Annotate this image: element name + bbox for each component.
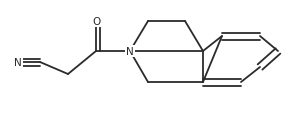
- Text: N: N: [14, 58, 22, 67]
- Text: O: O: [92, 17, 100, 27]
- Text: N: N: [126, 47, 134, 56]
